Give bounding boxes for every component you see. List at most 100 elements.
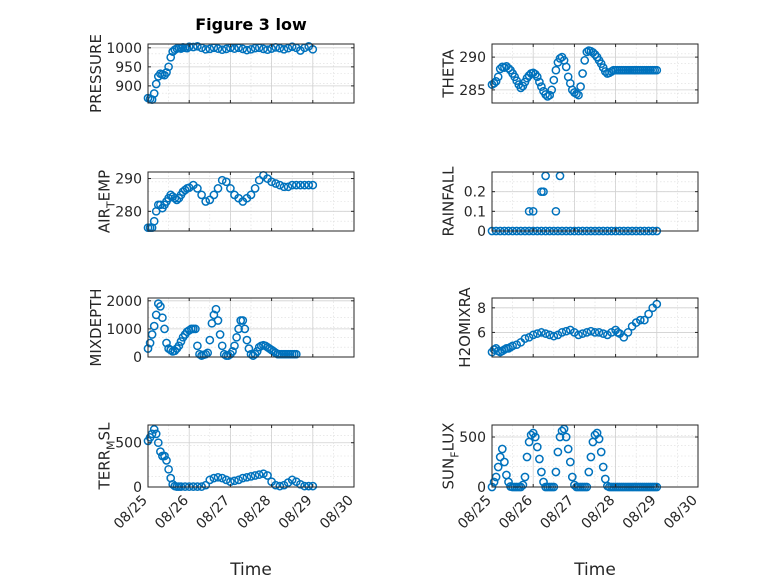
data-point xyxy=(259,469,268,479)
data-point xyxy=(250,43,260,53)
data-point xyxy=(522,452,532,462)
data-point xyxy=(283,43,293,53)
y-tick-label: 1000 xyxy=(106,41,142,57)
y-tick-label: 0 xyxy=(133,350,142,366)
data-point xyxy=(594,434,604,444)
data-point xyxy=(557,328,567,337)
data-point xyxy=(275,481,285,491)
data-point xyxy=(151,429,161,439)
data-point xyxy=(545,330,555,340)
data-point xyxy=(205,44,215,54)
data-point xyxy=(149,216,159,226)
data-point xyxy=(541,329,550,338)
axes-box xyxy=(491,424,699,488)
data-point xyxy=(300,481,309,491)
data-point xyxy=(590,328,600,337)
data-point xyxy=(242,45,252,55)
data-point xyxy=(230,341,239,351)
data-point xyxy=(567,472,577,482)
axes-box xyxy=(147,171,355,232)
data-point xyxy=(213,472,223,482)
data-point xyxy=(193,341,202,351)
data-point xyxy=(263,45,272,55)
data-point xyxy=(287,180,297,190)
data-point xyxy=(275,43,285,53)
data-point xyxy=(532,442,542,452)
data-point xyxy=(287,42,297,52)
data-point xyxy=(504,63,513,73)
data-point xyxy=(234,475,243,485)
y-tick-label: 280 xyxy=(115,204,142,220)
data-point xyxy=(205,335,215,345)
data-point xyxy=(574,330,583,340)
data-point xyxy=(563,444,573,454)
data-point xyxy=(238,44,248,54)
data-point xyxy=(600,67,610,76)
data-point xyxy=(584,467,594,477)
data-point xyxy=(275,180,285,190)
data-point xyxy=(226,184,235,193)
data-point xyxy=(520,334,530,343)
x-axis-label: Time xyxy=(229,560,272,580)
data-point xyxy=(193,41,202,51)
data-point xyxy=(191,324,200,334)
data-point xyxy=(287,475,297,485)
data-point xyxy=(259,44,268,54)
data-point xyxy=(545,90,555,100)
y-tick-label: 0.2 xyxy=(464,185,486,201)
axes-box xyxy=(147,424,355,488)
data-point xyxy=(221,475,231,485)
data-point xyxy=(532,72,542,82)
y-tick-label: 0 xyxy=(477,480,486,496)
data-point xyxy=(279,44,289,54)
data-point xyxy=(250,184,260,193)
data-point xyxy=(246,472,256,481)
data-point xyxy=(535,454,544,464)
data-point xyxy=(532,329,542,338)
data-point xyxy=(557,426,567,436)
y-axis-label: H2OMIXRA xyxy=(456,287,474,368)
data-point xyxy=(283,182,293,192)
data-point xyxy=(535,77,544,87)
data-point xyxy=(213,184,223,193)
data-point xyxy=(598,329,608,338)
data-point xyxy=(619,332,629,342)
data-point xyxy=(582,328,592,337)
data-point xyxy=(166,345,176,355)
x-tick-label: 08/26 xyxy=(496,492,536,532)
data-point xyxy=(221,44,231,54)
x-tick-label: 08/28 xyxy=(579,493,619,533)
y-tick-label: 8 xyxy=(477,301,486,317)
data-point xyxy=(151,79,161,89)
data-point xyxy=(598,462,608,472)
data-point xyxy=(586,452,596,462)
data-point xyxy=(518,480,528,490)
data-point xyxy=(526,430,536,440)
data-point xyxy=(528,206,538,216)
axes-box xyxy=(491,171,699,232)
data-point xyxy=(234,324,243,334)
data-point xyxy=(209,190,219,200)
data-point xyxy=(578,329,587,338)
figure-title: Figure 3 low xyxy=(195,15,307,34)
x-tick-label: 08/28 xyxy=(235,493,275,533)
data-point xyxy=(228,347,237,356)
data-point xyxy=(205,475,215,485)
data-point xyxy=(164,464,173,474)
data-point xyxy=(201,44,211,54)
data-point xyxy=(528,330,538,340)
data-point xyxy=(574,90,583,100)
y-tick-label: 290 xyxy=(459,50,486,66)
data-point xyxy=(640,315,649,325)
axes-box xyxy=(491,297,699,358)
x-tick-label: 08/29 xyxy=(620,493,660,533)
data-point xyxy=(162,456,171,465)
data-point xyxy=(304,180,314,190)
y-axis-label: AIRTEMP xyxy=(95,170,117,233)
data-point xyxy=(279,182,289,192)
data-point xyxy=(549,75,559,85)
data-point xyxy=(516,83,526,93)
data-point xyxy=(184,42,194,52)
